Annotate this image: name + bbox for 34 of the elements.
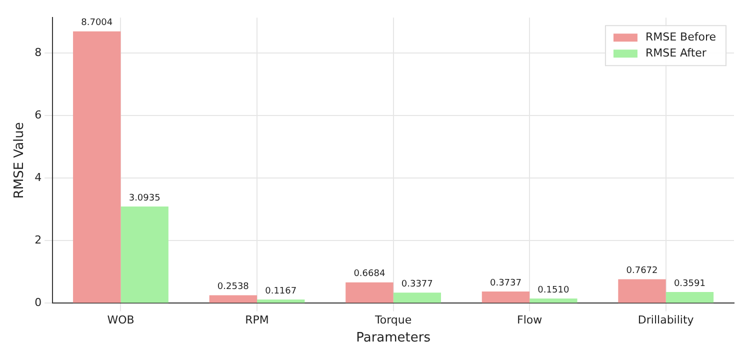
bar bbox=[346, 282, 394, 303]
bar bbox=[393, 292, 441, 303]
y-tick-label: 6 bbox=[34, 108, 42, 122]
y-tick-label: 4 bbox=[34, 171, 42, 184]
y-tick-label: 8 bbox=[34, 46, 42, 60]
bar bbox=[209, 295, 258, 303]
bar bbox=[482, 292, 530, 303]
x-tick-label: Drillability bbox=[638, 314, 694, 327]
data-label: 0.2538 bbox=[217, 282, 250, 292]
y-tick-label: 2 bbox=[34, 234, 42, 247]
x-tick-label: WOB bbox=[107, 314, 134, 327]
bar bbox=[618, 279, 666, 303]
x-tick-label: Flow bbox=[517, 314, 542, 327]
data-label: 0.6684 bbox=[354, 269, 386, 280]
x-tick-label: RPM bbox=[245, 314, 269, 327]
data-label: 0.1510 bbox=[538, 285, 570, 296]
y-axis-title: RMSE Value bbox=[12, 122, 28, 199]
data-label: 0.3377 bbox=[401, 279, 433, 290]
bar bbox=[666, 292, 714, 303]
y-tick-label: 0 bbox=[34, 296, 42, 310]
x-axis-title: Parameters bbox=[356, 330, 431, 346]
legend-label: RMSE Before bbox=[645, 30, 716, 44]
bar bbox=[257, 300, 305, 303]
data-label: 3.0935 bbox=[128, 193, 160, 204]
data-label: 8.7004 bbox=[81, 18, 113, 28]
data-label: 0.1167 bbox=[265, 286, 297, 296]
data-label: 0.3591 bbox=[674, 278, 706, 289]
bar bbox=[530, 298, 578, 303]
data-label: 0.3737 bbox=[490, 278, 522, 288]
bar bbox=[73, 31, 121, 303]
data-label: 0.7672 bbox=[626, 266, 658, 276]
x-tick-label: Torque bbox=[374, 314, 412, 327]
legend-label: RMSE After bbox=[645, 46, 707, 60]
bar bbox=[120, 206, 168, 303]
